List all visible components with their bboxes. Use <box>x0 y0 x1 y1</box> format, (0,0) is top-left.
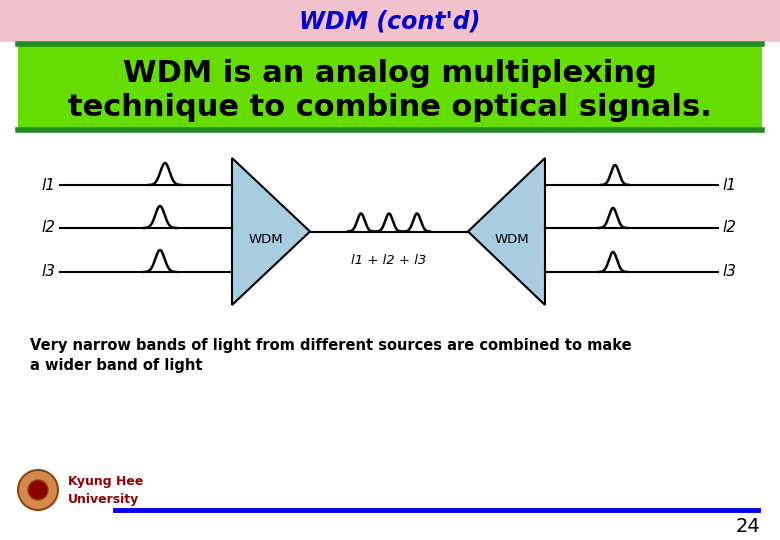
Text: l3: l3 <box>41 265 55 280</box>
Polygon shape <box>232 158 310 305</box>
Text: Kyung Hee: Kyung Hee <box>68 475 144 488</box>
Text: l2: l2 <box>722 220 736 235</box>
Circle shape <box>28 480 48 500</box>
Text: WDM: WDM <box>495 233 529 246</box>
Text: l3: l3 <box>722 265 736 280</box>
Text: WDM (cont'd): WDM (cont'd) <box>300 9 480 33</box>
Text: Very narrow bands of light from different sources are combined to make: Very narrow bands of light from differen… <box>30 338 632 353</box>
Text: l1 + l2 + l3: l1 + l2 + l3 <box>351 253 427 267</box>
Text: University: University <box>68 492 140 505</box>
Text: WDM: WDM <box>249 233 283 246</box>
Circle shape <box>18 470 58 510</box>
Text: 24: 24 <box>736 516 760 536</box>
Text: technique to combine optical signals.: technique to combine optical signals. <box>68 93 712 123</box>
Text: l1: l1 <box>722 178 736 192</box>
Bar <box>0 0 780 42</box>
Polygon shape <box>468 158 545 305</box>
Text: l1: l1 <box>41 178 55 192</box>
Text: l2: l2 <box>41 220 55 235</box>
Text: WDM is an analog multiplexing: WDM is an analog multiplexing <box>123 58 657 87</box>
Text: a wider band of light: a wider band of light <box>30 358 203 373</box>
Bar <box>18 46 762 128</box>
